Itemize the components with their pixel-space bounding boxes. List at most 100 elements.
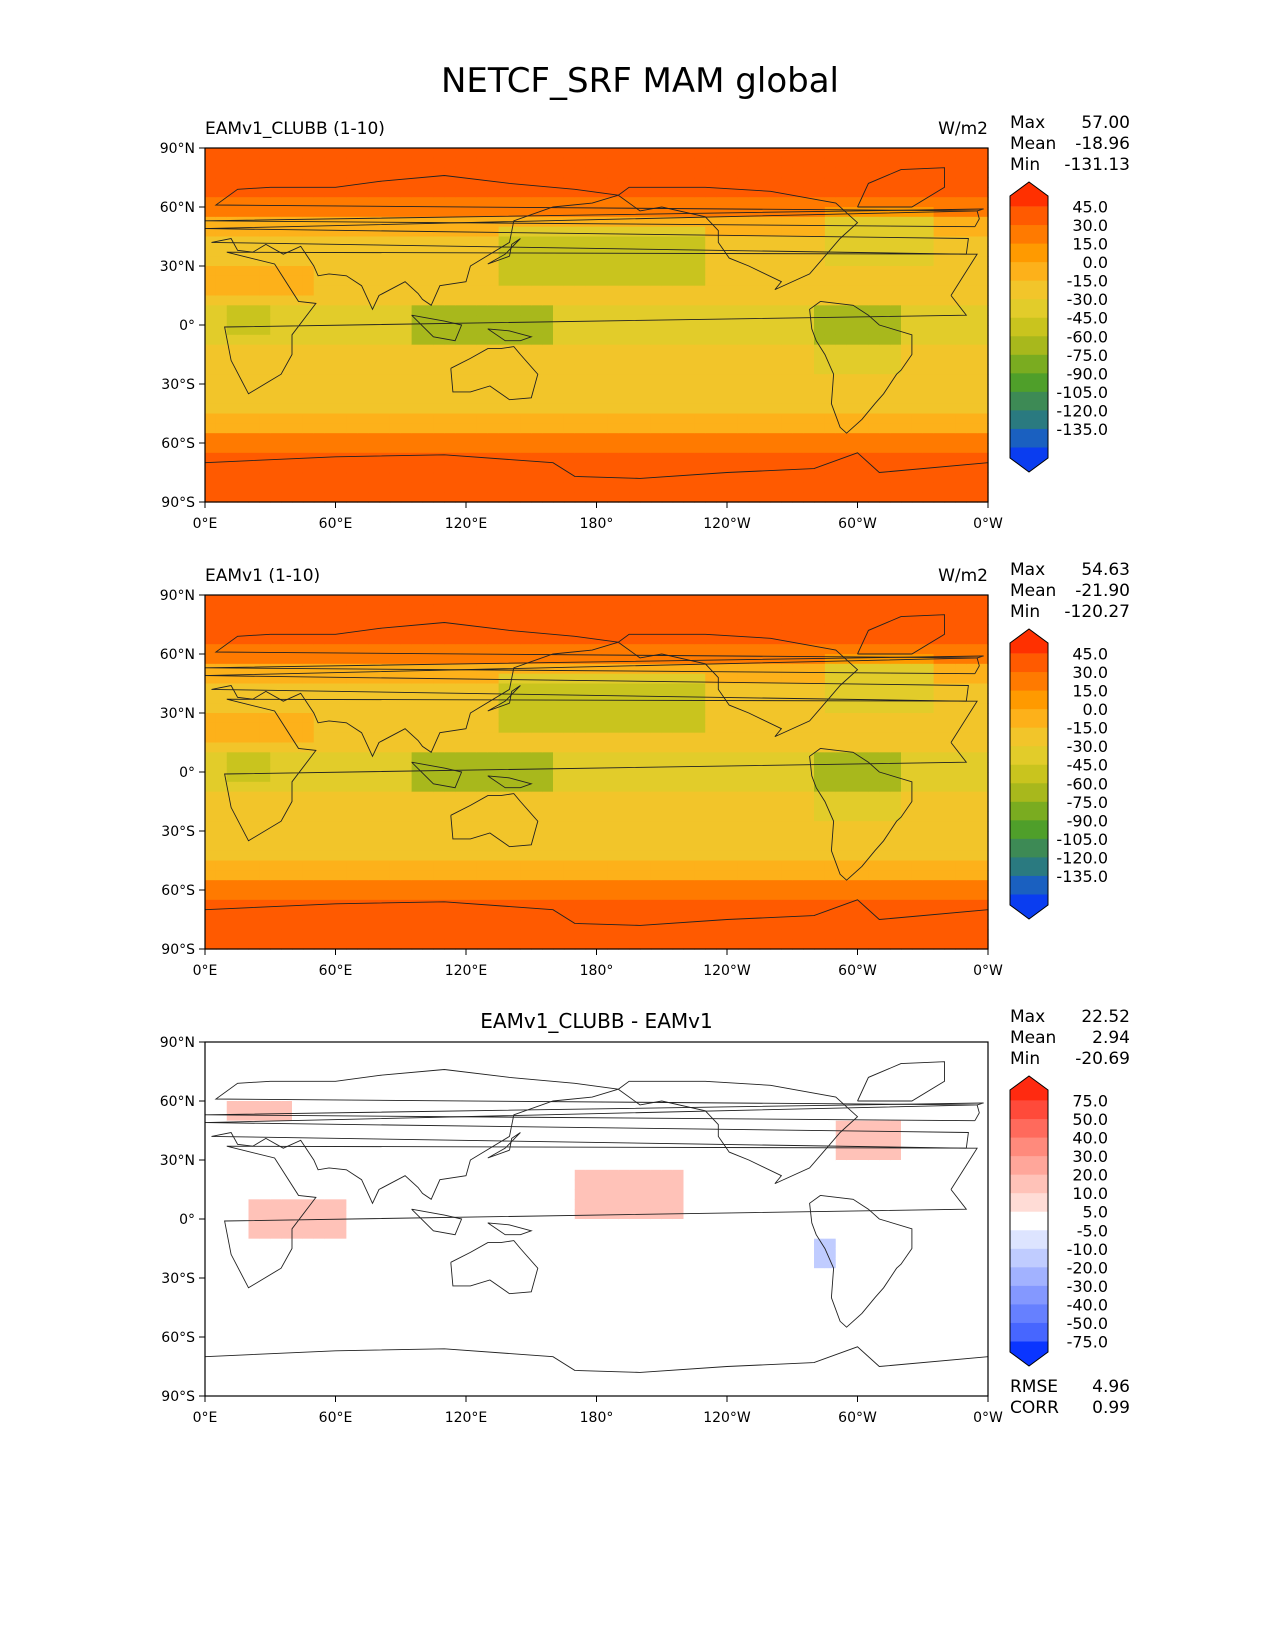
contour-cell [672, 939, 685, 950]
contour-cell [422, 791, 434, 803]
contour-cell [237, 811, 250, 822]
contour-cell [814, 850, 826, 862]
contour-cell [814, 275, 826, 287]
contour-cell [335, 364, 347, 375]
contour-cell [411, 197, 424, 208]
contour-cell [259, 919, 271, 930]
contour-cell [313, 870, 326, 881]
contour-cell [487, 295, 500, 306]
contour-cell [672, 831, 685, 842]
contour-cell [379, 305, 391, 316]
contour-cell [879, 374, 891, 385]
contour-cell [640, 693, 652, 704]
contour-cell [727, 752, 739, 763]
contour-cell [281, 909, 293, 921]
contour-cell [455, 663, 467, 675]
contour-cell [955, 197, 967, 208]
contour-cell [716, 334, 728, 346]
contour-cell [868, 452, 880, 464]
contour-cell [487, 462, 500, 474]
contour-cell [890, 384, 902, 395]
contour-cell [542, 890, 554, 901]
contour-cell [705, 216, 717, 228]
contour-cell [868, 840, 880, 852]
contour-cell [857, 713, 869, 724]
contour-cell [835, 791, 848, 803]
colorbar-segment [1010, 262, 1048, 282]
contour-cell [400, 354, 413, 365]
contour-cell [824, 713, 837, 724]
contour-cell [281, 177, 293, 188]
contour-cell [792, 919, 804, 930]
contour-cell [335, 246, 347, 257]
contour-cell [335, 393, 347, 405]
contour-cell [683, 285, 695, 297]
contour-cell [901, 644, 913, 655]
contour-cell [422, 295, 434, 306]
contour-cell [563, 256, 576, 267]
contour-cell [803, 644, 815, 655]
contour-cell [302, 236, 315, 247]
contour-cell [444, 433, 456, 444]
contour-cell [487, 226, 500, 238]
contour-cell [379, 207, 391, 218]
contour-cell [661, 177, 674, 188]
contour-cell [890, 295, 902, 306]
contour-cell [389, 654, 402, 665]
contour-cell [824, 654, 837, 665]
contour-cell [302, 644, 315, 655]
contour-cell [302, 216, 315, 228]
contour-cell [335, 157, 347, 169]
contour-cell [846, 374, 859, 385]
contour-cell [618, 197, 630, 208]
contour-cell [748, 781, 761, 793]
contour-cell [324, 315, 337, 326]
contour-cell [759, 187, 772, 198]
contour-cell [509, 157, 521, 169]
contour-cell [814, 811, 826, 822]
contour-cell [857, 890, 869, 901]
contour-cell [716, 732, 728, 744]
contour-cell [531, 801, 543, 812]
contour-cell [226, 850, 239, 862]
contour-cell [694, 413, 706, 424]
contour-cell [259, 890, 271, 901]
contour-cell [422, 890, 434, 901]
contour-cell [226, 742, 239, 753]
contour-cell [944, 305, 956, 316]
contour-cell [292, 722, 304, 734]
contour-cell [911, 344, 924, 356]
contour-cell [466, 604, 478, 616]
contour-cell [466, 742, 478, 753]
contour-cell [857, 634, 869, 645]
contour-cell [476, 713, 489, 724]
contour-cell [770, 909, 782, 921]
contour-cell [705, 403, 717, 415]
contour-cell [411, 236, 424, 247]
contour-cell [574, 840, 587, 852]
contour-cell [335, 772, 347, 783]
contour-cell [640, 781, 652, 793]
contour-cell [596, 673, 608, 685]
contour-cell [215, 187, 228, 198]
contour-cell [694, 703, 706, 714]
contour-cell [444, 207, 456, 218]
contour-cell [879, 890, 891, 901]
contour-cell [835, 443, 848, 454]
contour-cell [226, 482, 239, 493]
contour-cell [313, 703, 326, 714]
contour-cell [553, 772, 565, 783]
contour-cell [237, 850, 250, 862]
contour-cell [966, 334, 978, 346]
contour-cell [890, 167, 902, 179]
contour-cell [781, 939, 793, 950]
contour-cell [672, 452, 685, 464]
contour-cell [868, 634, 880, 645]
contour-cell [411, 781, 424, 793]
contour-cell [400, 772, 413, 783]
contour-cell [205, 177, 217, 188]
contour-cell [901, 295, 913, 306]
contour-cell [977, 403, 989, 415]
contour-cell [640, 148, 652, 159]
contour-cell [748, 393, 761, 405]
